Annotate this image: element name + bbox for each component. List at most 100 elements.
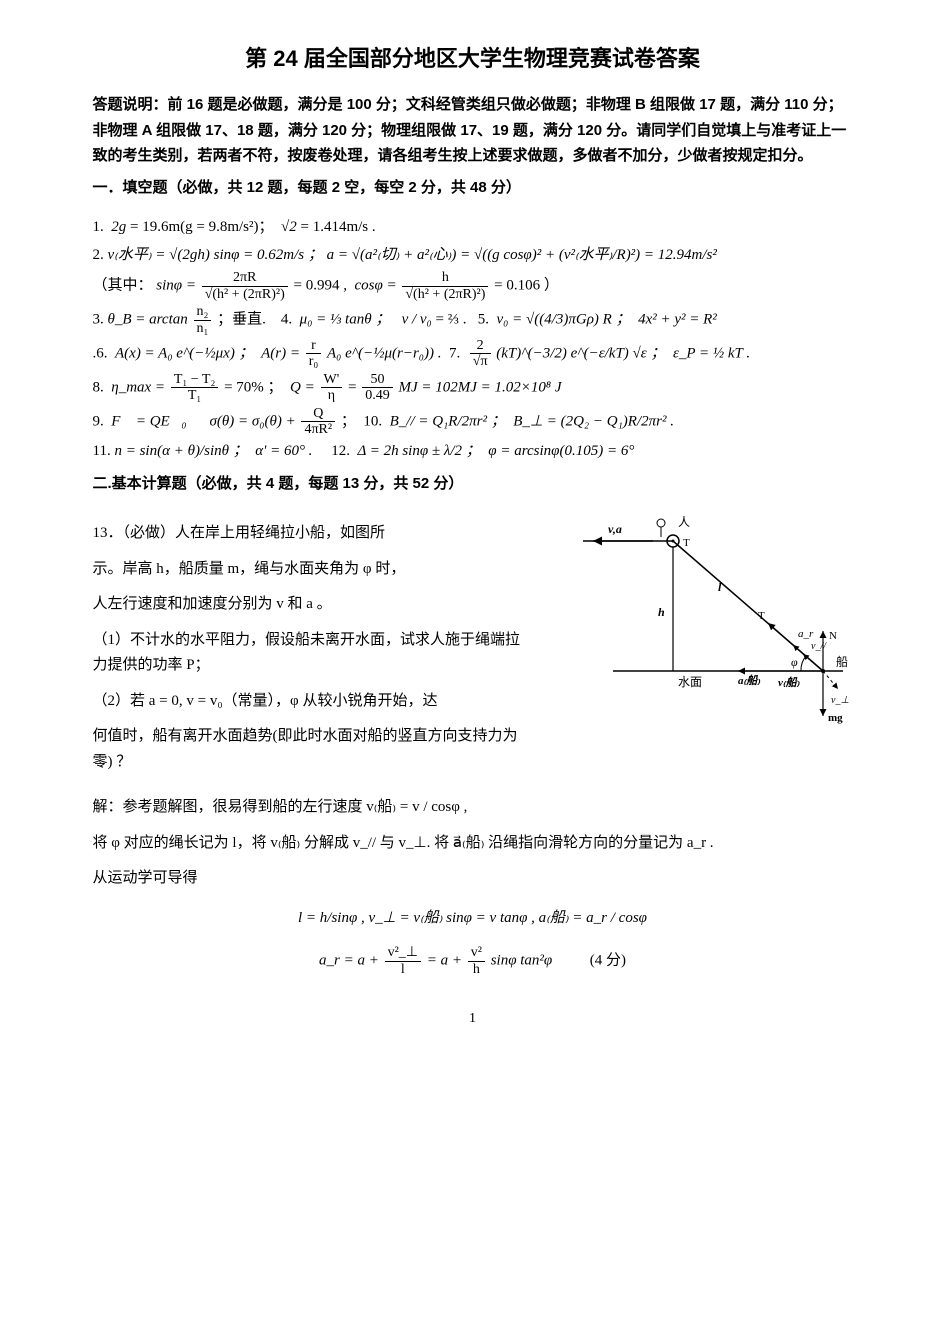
q2-sinphi-lhs: sinφ = xyxy=(156,278,196,294)
q13-line6: 何值时，船有离开水面趋势(即此时水面对船的竖直方向支持力为零) ？ xyxy=(93,724,533,775)
q2-sinphi-num: 2πR xyxy=(202,270,288,286)
fig-phi-label: φ xyxy=(791,655,798,669)
q10-prefix: 10. xyxy=(363,413,382,429)
q7-prefix: 7. xyxy=(449,345,460,361)
q3-frac: n₂ n₁ xyxy=(194,304,212,336)
q13-line5: （2）若 a = 0, v = v₀（常量），φ 从较小锐角开始，达 xyxy=(93,689,533,715)
fig-N-label: N xyxy=(829,630,837,642)
q13-eq2-den: l xyxy=(385,962,421,977)
q7-a-num: 2 xyxy=(470,338,491,354)
q9-sigma-tail: ； xyxy=(341,413,356,429)
q6-Ar-den: r₀ xyxy=(306,354,322,369)
q2-sinphi-den: √(h² + (2πR)²) xyxy=(202,287,288,302)
q4-b-rhs: = ⅔ . xyxy=(436,312,467,328)
q9-prefix: 9. xyxy=(93,413,104,429)
q2-cosphi-lhs: cosφ = xyxy=(354,278,396,294)
q13-sol-lead: 解：参考题解图，很易得到船的左行速度 v₍船₎ = v / cosφ , xyxy=(93,795,853,821)
q10-b: B_⊥ = (2Q₂ − Q₁)R/2πr² . xyxy=(513,413,674,429)
q13-sol-line2: 将 φ 对应的绳长记为 l，将 v₍船₎ 分解成 v_// 与 v_⊥. 将 a… xyxy=(93,831,853,857)
section1-header: 一．填空题（必做，共 12 题，每题 2 空，每空 2 分，共 48 分） xyxy=(93,175,853,201)
q13-eq1: l = h/sinφ , v_⊥ = v₍船₎ sinφ = v tanφ , … xyxy=(93,906,853,932)
q9-line: 9. F⃗ = QE⃗₀ ； σ(θ) = σ₀(θ) + Q 4πR² ； 1… xyxy=(93,406,853,438)
q8-eta-val: = 70% ； xyxy=(224,379,282,395)
q13-text-col: 13．（必做）人在岸上用轻绳拉小船，如图所 示。岸高 h，船质量 m，绳与水面夹… xyxy=(93,511,533,785)
q1-expr2-rhs: = 1.414m/s . xyxy=(300,219,375,235)
fig-boat-label: 船 xyxy=(836,655,848,669)
q11-line: 11. n = sin(α + θ)/sinθ ； α' = 60° . 12.… xyxy=(93,439,853,465)
q8-Q-num2: 50 xyxy=(362,372,393,388)
q5-b: 4x² + y² = R² xyxy=(638,312,717,328)
q1-line: 1. 2g = 19.6m(g = 9.8m/s²)； √2 = 1.414m/… xyxy=(93,215,853,241)
q9-F: F⃗ = QE⃗₀ ； xyxy=(111,413,202,429)
q8-line: 8. η_max = T₁ − T₂ T₁ = 70% ； Q = W' η =… xyxy=(93,372,853,404)
q13-eq2-num: v²_⊥ xyxy=(385,945,421,961)
q13-eq2-frac2: v² h xyxy=(468,945,485,977)
q9-sigma-num: Q xyxy=(301,406,335,422)
fig-aboat-label: a₍船₎ xyxy=(738,674,760,687)
q13-sol-line3: 从运动学可导得 xyxy=(93,866,853,892)
q8-Q-den2: 0.49 xyxy=(362,388,393,403)
q8-Q-num1: W' xyxy=(321,372,343,388)
q4-prefix: 4. xyxy=(281,312,292,328)
q13-svg: 人 v,a T h l 水面 船 φ xyxy=(553,511,853,731)
q8-Q-den1: η xyxy=(321,388,343,403)
q3-prefix: 3. xyxy=(93,312,104,328)
q12-delta: Δ = 2h sinφ ± λ/2 ； xyxy=(357,443,480,459)
q11-prefix: 11. xyxy=(93,443,111,459)
q6-Ar-lhs: A(r) = xyxy=(261,345,300,361)
q2-prefix: 2. xyxy=(93,247,104,263)
q4-b-lhs: v / v₀ xyxy=(402,312,432,328)
q8-eta-lhs: η_max = xyxy=(111,379,165,395)
q13-eq2-mid: = a + xyxy=(427,953,462,969)
fig-T2-label: T xyxy=(758,610,765,622)
q13-eq2-lhs: a_r = a + xyxy=(319,953,379,969)
q5-prefix: 5. xyxy=(478,312,489,328)
q12-phi: φ = arcsinφ(0.105) = 6° xyxy=(488,443,634,459)
q2-cosphi-den: √(h² + (2πR)²) xyxy=(402,287,488,302)
fig-vboat-label: v₍船₎ xyxy=(778,676,800,689)
q9-sigma-frac: Q 4πR² xyxy=(301,406,335,438)
q13-block: 13．（必做）人在岸上用轻绳拉小船，如图所 示。岸高 h，船质量 m，绳与水面夹… xyxy=(93,511,853,977)
fig-vpara-label: v_// xyxy=(811,641,827,652)
q4-a: μ₀ = ⅓ tanθ ； xyxy=(300,312,391,328)
q2-cosphi-val: = 0.106 ） xyxy=(494,278,559,294)
q10-a: B_// = Q₁R/2πr² ； xyxy=(390,413,506,429)
q7-b: ε_P = ½ kT . xyxy=(673,345,750,361)
fig-ar-label: a_r xyxy=(798,628,814,640)
q6-Ar-tail: A₀ e^(−½μ(r−r₀)) . xyxy=(327,345,442,361)
q13-eq2-frac1: v²_⊥ l xyxy=(385,945,421,977)
q9-sigma-lhs: σ(θ) = σ₀(θ) + xyxy=(210,413,296,429)
q8-Q-eq: = xyxy=(348,379,356,395)
page-title: 第 24 届全国部分地区大学生物理竞赛试卷答案 xyxy=(93,40,853,77)
q13-eq2-num2: v² xyxy=(468,945,485,961)
q13-eq2: a_r = a + v²_⊥ l = a + v² h sinφ tan²φ (… xyxy=(93,945,853,977)
q13-line4: （1）不计水的水平阻力，假设船未离开水面，试求人施于绳端拉力提供的功率 P； xyxy=(93,628,533,679)
page-number: 1 xyxy=(93,1007,853,1031)
q1-expr2-lhs: √2 xyxy=(281,219,297,235)
q9-sigma-den: 4πR² xyxy=(301,422,335,437)
q6-line: .6. A(x) = A₀ e^(−½μx) ； A(r) = r r₀ A₀ … xyxy=(93,338,853,370)
q8-Q-frac1: W' η xyxy=(321,372,343,404)
q6-Ar-num: r xyxy=(306,338,322,354)
q13-eq2-score: (4 分) xyxy=(590,953,626,969)
q2-v: v₍水平₎ = √(2gh) sinφ = 0.62m/s ； xyxy=(108,247,323,263)
fig-T-label: T xyxy=(683,537,690,549)
q6-Ar-frac: r r₀ xyxy=(306,338,322,370)
q7-a-den: √π xyxy=(470,354,491,369)
q13-figure: 人 v,a T h l 水面 船 φ xyxy=(553,511,853,741)
q2-a: a = √(a²₍切₎ + a²₍心₎) = √((g cosφ)² + (v²… xyxy=(327,247,717,263)
fig-vperp-label: v_⊥ xyxy=(831,695,849,706)
q2-cosphi-frac: h √(h² + (2πR)²) xyxy=(402,270,488,302)
q12-prefix: 12. xyxy=(331,443,350,459)
q3-num: n₂ xyxy=(194,304,212,320)
q8-eta-frac: T₁ − T₂ T₁ xyxy=(171,372,219,404)
q2-sinphi-val: = 0.994 , xyxy=(293,278,346,294)
q8-Q-lhs: Q = xyxy=(290,379,315,395)
fig-h-label: h xyxy=(658,605,665,619)
fig-mg-label: mg xyxy=(828,712,843,724)
q1-expr1-rhs: = 19.6m(g = 9.8m/s²)； xyxy=(130,219,274,235)
q13-line1: 13．（必做）人在岸上用轻绳拉小船，如图所 xyxy=(93,521,533,547)
q7-a-frac: 2 √π xyxy=(470,338,491,370)
q3-tail: ；垂直. xyxy=(217,312,266,328)
q13-line2: 示。岸高 h，船质量 m，绳与水面夹角为 φ 时， xyxy=(93,557,533,583)
